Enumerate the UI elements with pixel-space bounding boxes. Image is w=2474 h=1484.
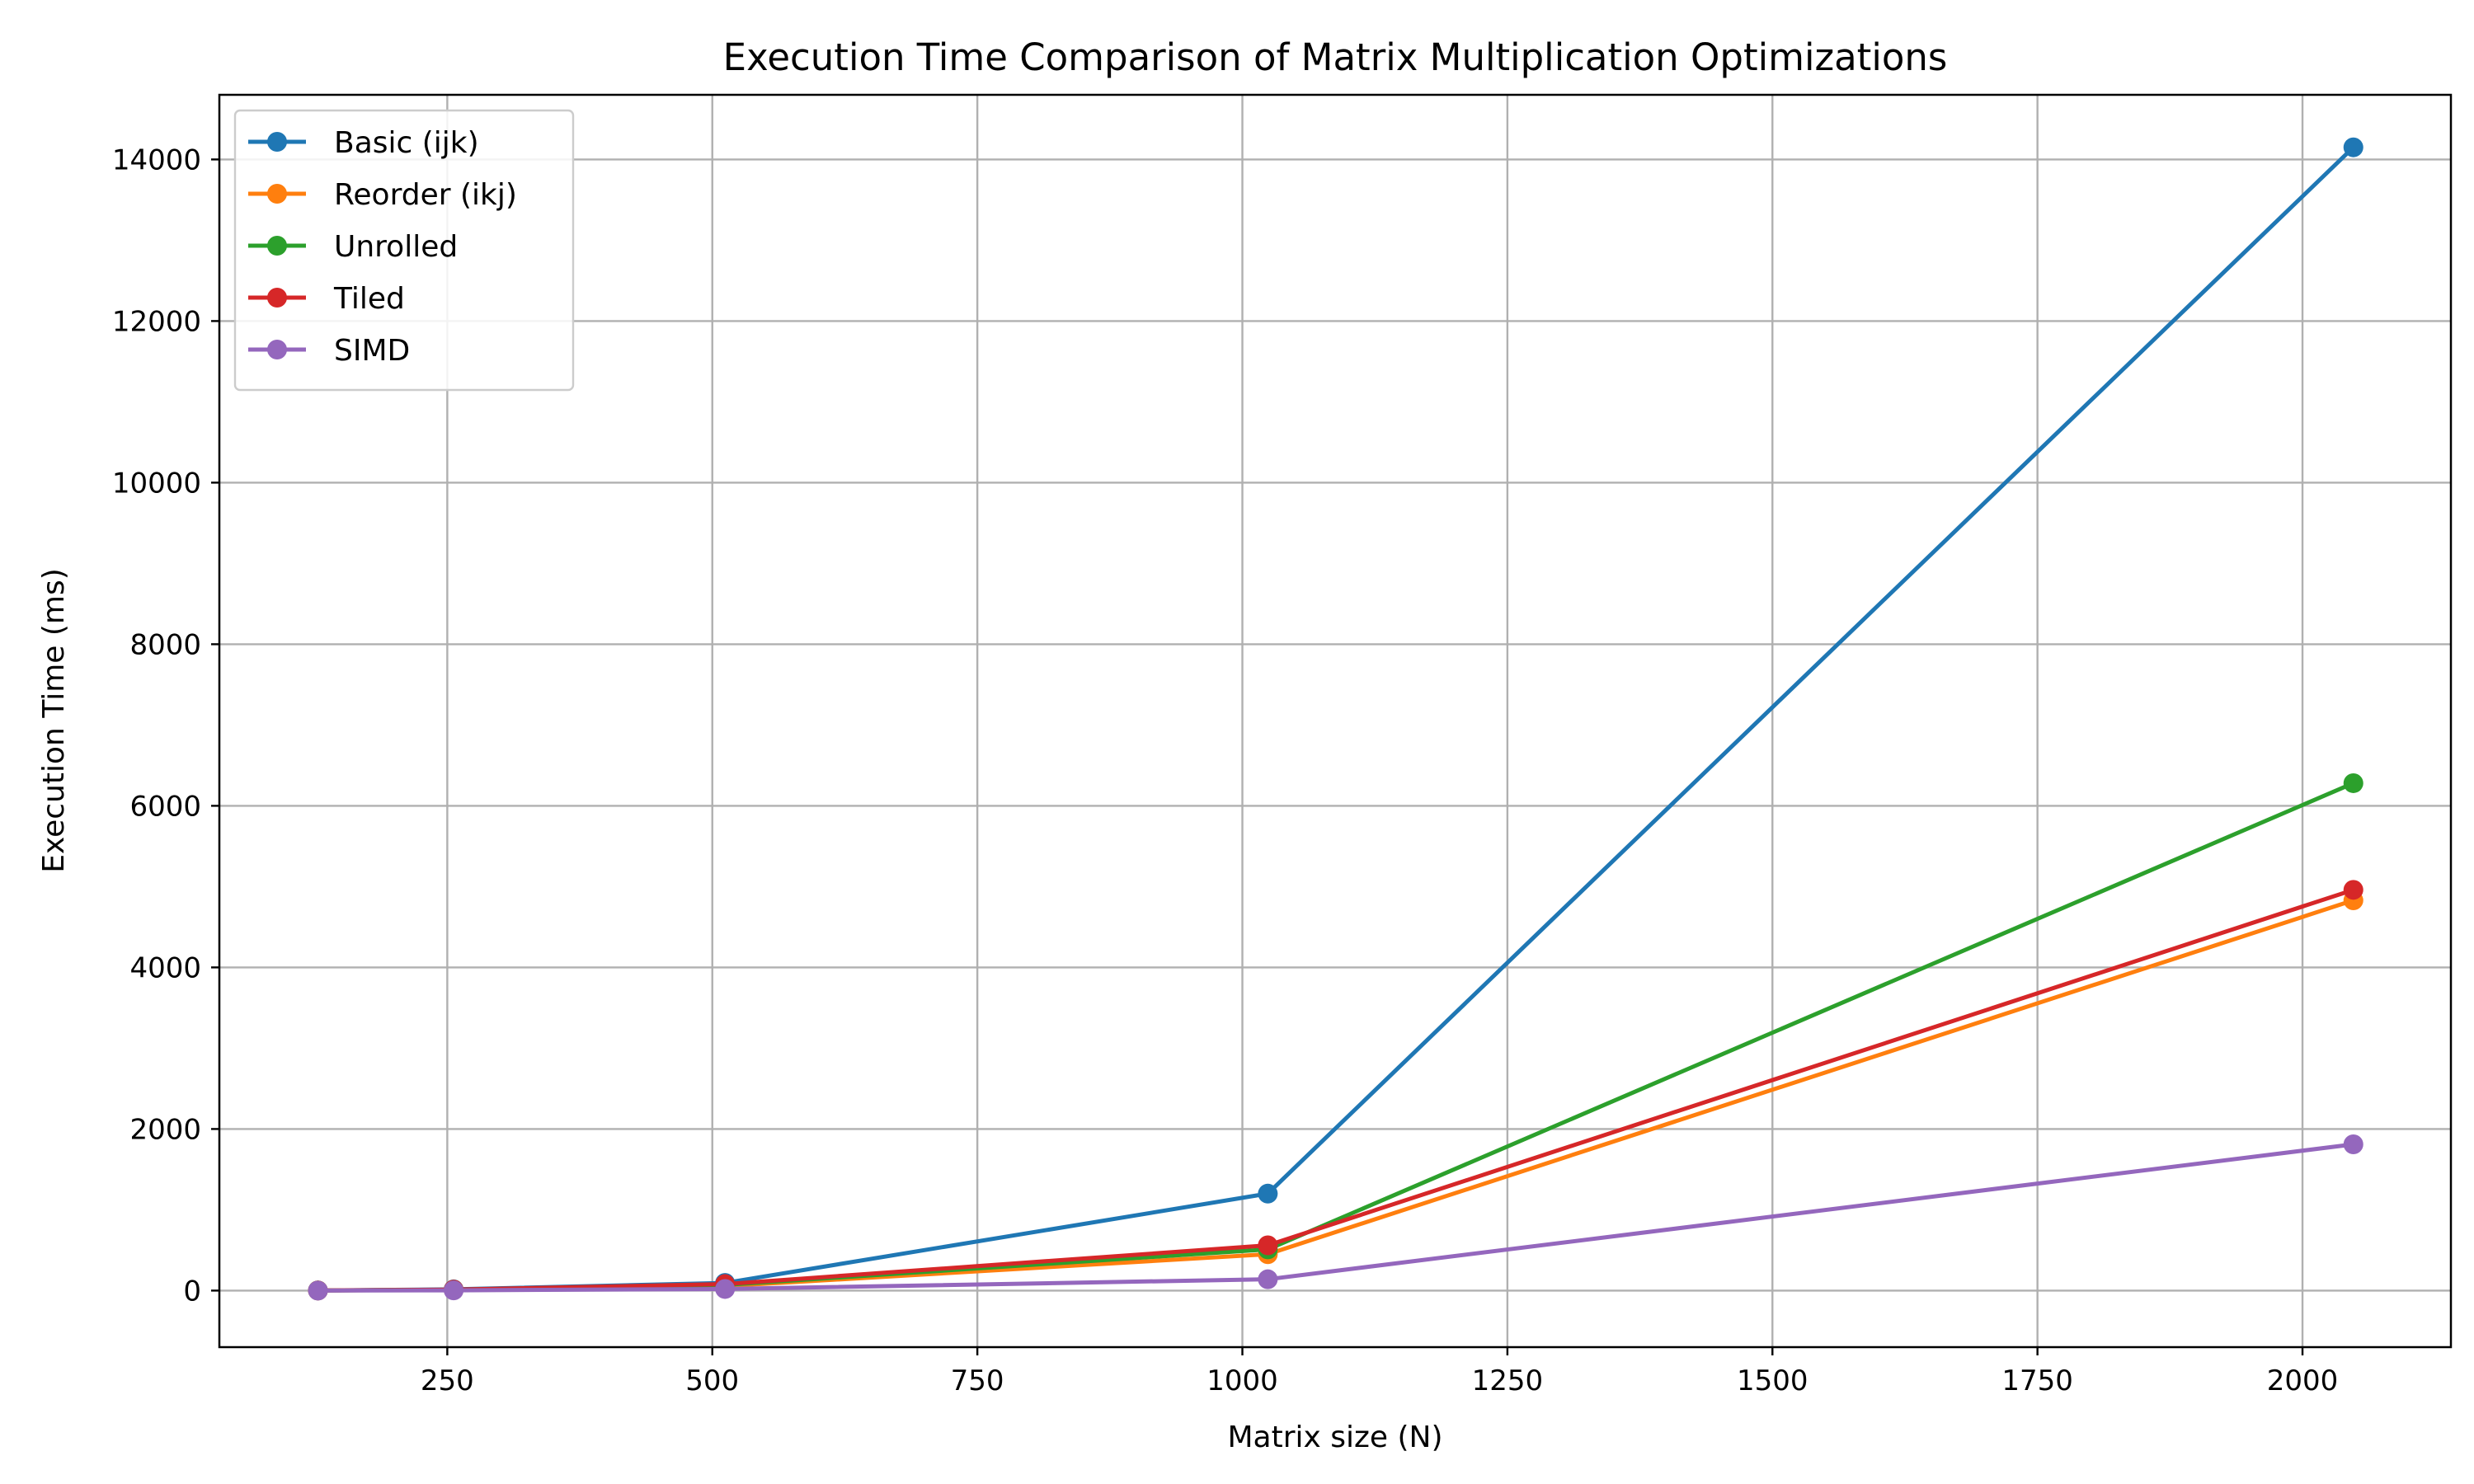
axis-ticks: 250 500 750 1000 1250 1500 1750 2000 0 2000 4000 60… [112, 143, 2338, 1397]
x-tick-label: 1000 [1206, 1364, 1278, 1397]
x-tick-label: 2000 [2267, 1364, 2339, 1397]
legend-label: SIMD [334, 334, 410, 368]
y-axis-label: Execution Time (ms) [37, 568, 71, 873]
data-point [715, 1279, 736, 1299]
legend-box [233, 109, 575, 392]
legend: Basic (ijk) Reorder (ikj) Unrolled Tiled SIM… [233, 109, 575, 392]
legend-item: Tiled [248, 282, 405, 316]
y-tick-label: 8000 [129, 628, 201, 661]
x-tick-label: 250 [421, 1364, 474, 1397]
chart-title: Execution Time Comparison of Matrix Mult… [723, 35, 1948, 79]
x-tick-label: 500 [685, 1364, 739, 1397]
legend-item: Unrolled [248, 230, 458, 264]
plot-frame [218, 93, 2453, 1349]
legend-label: Tiled [333, 282, 405, 316]
y-tick-label: 10000 [112, 467, 201, 500]
series [308, 1134, 2363, 1301]
data-point [2343, 773, 2363, 793]
x-tick-label: 1250 [1472, 1364, 1544, 1397]
legend-label: Reorder (ikj) [334, 178, 517, 212]
data-point [1258, 1183, 1278, 1204]
y-tick-label: 0 [183, 1275, 201, 1308]
x-tick-label: 750 [951, 1364, 1004, 1397]
legend-marker [267, 184, 287, 204]
legend-label: Unrolled [334, 230, 458, 264]
y-tick-label: 6000 [129, 790, 201, 823]
data-point [2343, 137, 2363, 157]
data-point [2343, 880, 2363, 900]
y-tick-label: 4000 [129, 951, 201, 984]
data-point [308, 1280, 328, 1301]
legend-label: Basic (ijk) [334, 126, 479, 160]
legend-item: Reorder (ikj) [248, 178, 517, 212]
data-point [444, 1280, 464, 1301]
y-tick-label: 14000 [112, 143, 201, 176]
x-tick-label: 1500 [1737, 1364, 1808, 1397]
legend-marker [267, 236, 287, 256]
legend-marker [267, 340, 287, 359]
x-tick-label: 1750 [2001, 1364, 2073, 1397]
x-axis-label: Matrix size (N) [1227, 1421, 1442, 1454]
data-point [2343, 1134, 2363, 1155]
y-tick-label: 2000 [129, 1113, 201, 1146]
data-point [1258, 1269, 1278, 1289]
legend-item: Basic (ijk) [248, 126, 479, 160]
legend-marker [267, 132, 287, 152]
y-tick-label: 12000 [112, 305, 201, 338]
legend-marker [267, 288, 287, 308]
legend-item: SIMD [248, 334, 410, 368]
series-layer [308, 137, 2363, 1301]
data-point [1258, 1235, 1278, 1256]
